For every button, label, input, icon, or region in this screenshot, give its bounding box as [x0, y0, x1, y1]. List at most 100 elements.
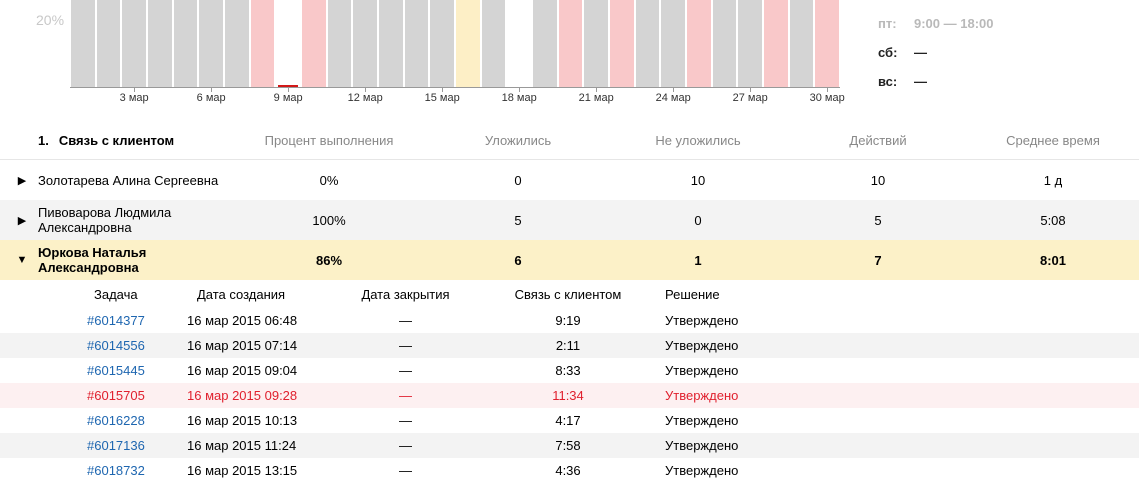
chart-x-tick-label: 21 мар [578, 92, 614, 104]
chart-bars [70, 0, 840, 87]
avg-time-cell: 1 д [1043, 172, 1063, 188]
task-cell: #6014556 [0, 338, 187, 353]
chart-day-bar [712, 0, 737, 87]
avg-time-cell: 5:08 [1040, 212, 1066, 228]
chart-x-tick-label: 6 мар [196, 92, 226, 104]
created-date: 16 мар 2015 09:04 [187, 363, 298, 378]
chart-day-bar [404, 0, 429, 87]
chart-day-bar [507, 0, 531, 87]
expand-arrow-icon[interactable]: ▶ [17, 214, 27, 227]
task-link[interactable]: #6016228 [87, 413, 145, 428]
contact-time: 2:11 [555, 338, 581, 353]
column-header[interactable]: Не уложились [655, 133, 741, 148]
column-header: Дата создания [197, 286, 286, 302]
closed-date: — [399, 388, 412, 403]
schedule-day: пт: [878, 16, 897, 31]
decision: Утверждено [665, 463, 739, 478]
task-link[interactable]: #6017136 [87, 438, 145, 453]
column-header: Задача [94, 286, 138, 302]
chart-tick [596, 88, 598, 92]
chart-tick [750, 88, 752, 92]
chart-value-bar [278, 85, 298, 87]
column-header[interactable]: Процент выполнения [264, 133, 394, 148]
summary-table: 1. Связь с клиентом Процент выполнения Ул… [0, 122, 1139, 480]
collapse-arrow-icon[interactable]: ▼ [16, 254, 28, 266]
chart-tick [134, 88, 136, 92]
employee-name: Золотарева Алина Сергеевна [38, 172, 219, 188]
employee-row[interactable]: ▶ Золотарева Алина Сергеевна 0% 0 10 10 … [0, 160, 1139, 200]
decision: Утверждено [665, 413, 739, 428]
task-link[interactable]: #6015445 [87, 363, 145, 378]
chart-day-bar [635, 0, 660, 87]
task-cell: #6015445 [0, 363, 187, 378]
late-cell: 0 [694, 212, 702, 228]
employee-row-expanded[interactable]: ▼ Юркова Наталья Александровна 86% 6 1 7… [0, 240, 1139, 280]
chart-tick [211, 88, 213, 92]
closed-date: — [399, 463, 412, 478]
chart-day-bar [610, 0, 634, 87]
chart-x-tick-label: 24 мар [655, 92, 691, 104]
closed-date: — [399, 438, 412, 453]
chart-day-bar [379, 0, 403, 87]
chart-tick [288, 88, 290, 92]
chart-tick [519, 88, 521, 92]
chart-tick [673, 88, 675, 92]
task-link[interactable]: #6014556 [87, 338, 145, 353]
task-row: #6017136 16 мар 2015 11:24 — 7:58 Утверждено [0, 433, 1139, 458]
task-cell: #6015705 [0, 388, 187, 403]
on-time-cell: 5 [514, 212, 522, 228]
section-number: 1. [38, 133, 49, 148]
chart-day-bar [661, 0, 685, 87]
contact-time: 7:58 [555, 438, 581, 453]
chart-day-bar [173, 0, 198, 87]
chart-x-tick-label: 12 мар [347, 92, 383, 104]
schedule-day: вс: [878, 74, 898, 89]
chart-day-bar [815, 0, 839, 87]
task-details-table: Задача Дата создания Дата закрытия Связь… [0, 280, 1139, 480]
created-date: 16 мар 2015 06:48 [187, 313, 298, 328]
decision: Утверждено [665, 388, 739, 403]
closed-date: — [399, 363, 412, 378]
chart-day-bar [533, 0, 557, 87]
chart-day-bar [327, 0, 352, 87]
task-cell: #6016228 [0, 413, 187, 428]
task-link[interactable]: #6014377 [87, 313, 145, 328]
column-header: Решение [665, 286, 720, 302]
chart-day-bar [764, 0, 788, 87]
chart-tick [827, 88, 829, 92]
column-header: Связь с клиентом [514, 286, 622, 302]
on-time-cell: 6 [514, 252, 522, 268]
chart-x-tick-label: 27 мар [732, 92, 768, 104]
column-header[interactable]: Действий [849, 133, 907, 148]
expand-arrow-icon[interactable]: ▶ [17, 174, 27, 187]
chart-x-tick-label: 9 мар [273, 92, 303, 104]
schedule-row: пт: 9:00 — 18:00 [878, 16, 994, 45]
closed-date: — [399, 338, 412, 353]
created-date: 16 мар 2015 09:28 [187, 388, 298, 403]
table-header: 1. Связь с клиентом Процент выполнения Ул… [0, 122, 1139, 160]
column-header[interactable]: Среднее время [1006, 133, 1100, 148]
chart-day-bar [96, 0, 121, 87]
task-row: #6014377 16 мар 2015 06:48 — 9:19 Утверждено [0, 308, 1139, 333]
task-link[interactable]: #6018732 [87, 463, 145, 478]
contact-time: 11:34 [552, 388, 584, 403]
contact-time: 8:33 [555, 363, 581, 378]
chart-day-bar [199, 0, 223, 87]
column-header: Дата закрытия [361, 286, 450, 302]
chart-x-tick-label: 18 мар [501, 92, 537, 104]
actions-cell: 5 [874, 212, 882, 228]
on-time-cell: 0 [514, 172, 522, 188]
schedule-time: — [914, 74, 927, 89]
task-link[interactable]: #6015705 [87, 388, 145, 403]
chart-day-bar [584, 0, 608, 87]
task-row: #6015445 16 мар 2015 09:04 — 8:33 Утверждено [0, 358, 1139, 383]
employee-row[interactable]: ▶ Пивоварова Людмила Александровна 100% … [0, 200, 1139, 240]
schedule-row: вс: — [878, 74, 994, 103]
section-title-text: Связь с клиентом [58, 133, 175, 148]
chart-day-bar [558, 0, 583, 87]
contact-time: 4:36 [555, 463, 581, 478]
column-header[interactable]: Уложились [484, 133, 552, 148]
chart-day-bar [250, 0, 275, 87]
chart-day-bar [225, 0, 249, 87]
task-cell: #6014377 [0, 313, 187, 328]
